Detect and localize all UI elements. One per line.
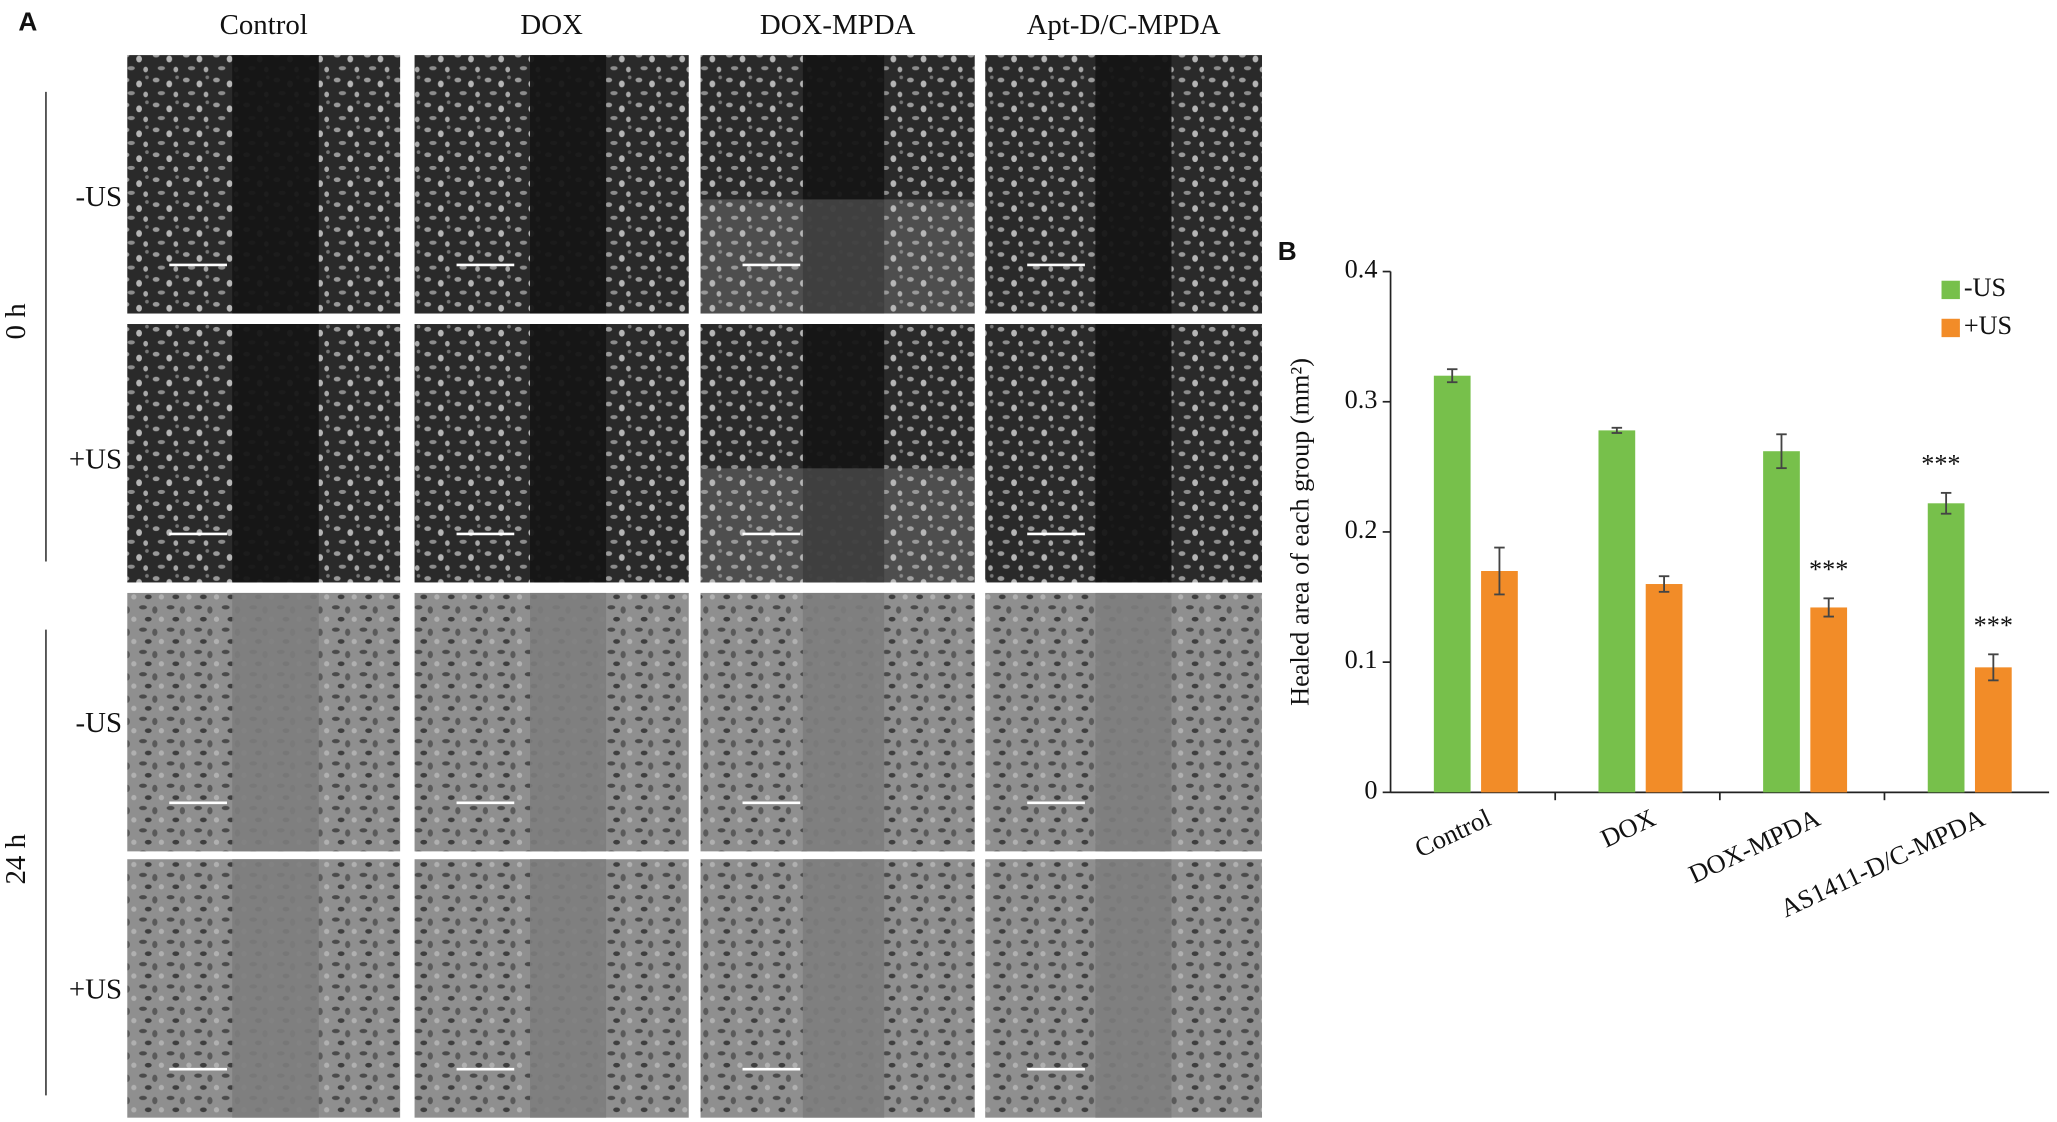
y-tick-label: 0.2 — [1345, 515, 1378, 544]
bar — [1763, 451, 1800, 793]
panel-letter: A — [18, 7, 37, 37]
error-bar — [1611, 426, 1623, 434]
row-label: +US — [69, 443, 122, 475]
wound-gap — [802, 859, 885, 1118]
significance: *** — [1921, 450, 1960, 479]
wound-gap — [232, 55, 319, 314]
bar — [1974, 667, 2012, 793]
illumination — [700, 468, 975, 583]
time-label: 24 h — [0, 833, 32, 884]
significance: *** — [1974, 611, 2013, 640]
row-label: -US — [76, 707, 123, 739]
legend-swatch — [1941, 318, 1960, 338]
error-bar — [1776, 433, 1787, 470]
bar — [1481, 571, 1518, 793]
y-tick-label: 0.1 — [1345, 645, 1378, 674]
error-bar — [1988, 653, 1999, 682]
wound-gap — [1095, 55, 1172, 314]
bar — [1598, 430, 1636, 793]
wound-gap — [530, 859, 607, 1118]
y-axis-title: Healed area of each group (mm²) — [1286, 358, 1315, 706]
wound-gap — [802, 324, 885, 583]
wound-gap — [530, 55, 607, 314]
bar — [1645, 584, 1683, 793]
error-bar — [1823, 597, 1834, 618]
wound-gap — [1095, 324, 1172, 583]
y-tick-label: 0.3 — [1345, 385, 1378, 414]
bar-chart: 0 0.1 0.2 0.3 0.4 Healed area of each group (… — [1286, 255, 2050, 923]
wound-gap — [802, 55, 885, 314]
column-label: Apt-D/C-MPDA — [1027, 9, 1221, 41]
wound-gap — [1095, 859, 1172, 1118]
bar — [1433, 375, 1471, 793]
illumination — [700, 199, 975, 314]
wound-gap — [530, 592, 607, 852]
legend-label: -US — [1964, 273, 2006, 302]
legend-swatch — [1941, 280, 1960, 300]
legend-label: +US — [1964, 311, 2012, 340]
error-bar — [1940, 491, 1952, 515]
bar — [1927, 503, 1965, 793]
y-tick-label: 0 — [1364, 775, 1377, 804]
x-tick-label: DOX-MPDA — [1684, 803, 1824, 889]
micrograph-grid: Control DOX DOX-MPDA Apt-D/C-MPDA -US +US -US +… — [0, 9, 1263, 1118]
x-tick-label: Control — [1410, 803, 1495, 863]
error-bar — [1658, 575, 1670, 593]
error-bar — [1494, 546, 1505, 596]
y-tick-label: 0.4 — [1345, 255, 1378, 284]
row-label: -US — [76, 181, 123, 213]
wound-gap — [232, 592, 319, 852]
column-label: Control — [220, 9, 308, 41]
wound-gap — [232, 859, 319, 1118]
wound-gap — [1095, 592, 1172, 852]
error-bar — [1446, 368, 1458, 384]
row-label: +US — [69, 973, 122, 1005]
bar — [1810, 607, 1848, 793]
time-label: 0 h — [0, 303, 32, 340]
wound-gap — [802, 592, 885, 852]
significance: *** — [1809, 555, 1848, 584]
wound-gap — [232, 324, 319, 583]
panel-letter: B — [1278, 236, 1297, 266]
column-label: DOX-MPDA — [760, 9, 916, 41]
wound-gap — [530, 324, 607, 583]
x-tick-label: DOX — [1596, 803, 1660, 853]
column-label: DOX — [520, 9, 583, 41]
